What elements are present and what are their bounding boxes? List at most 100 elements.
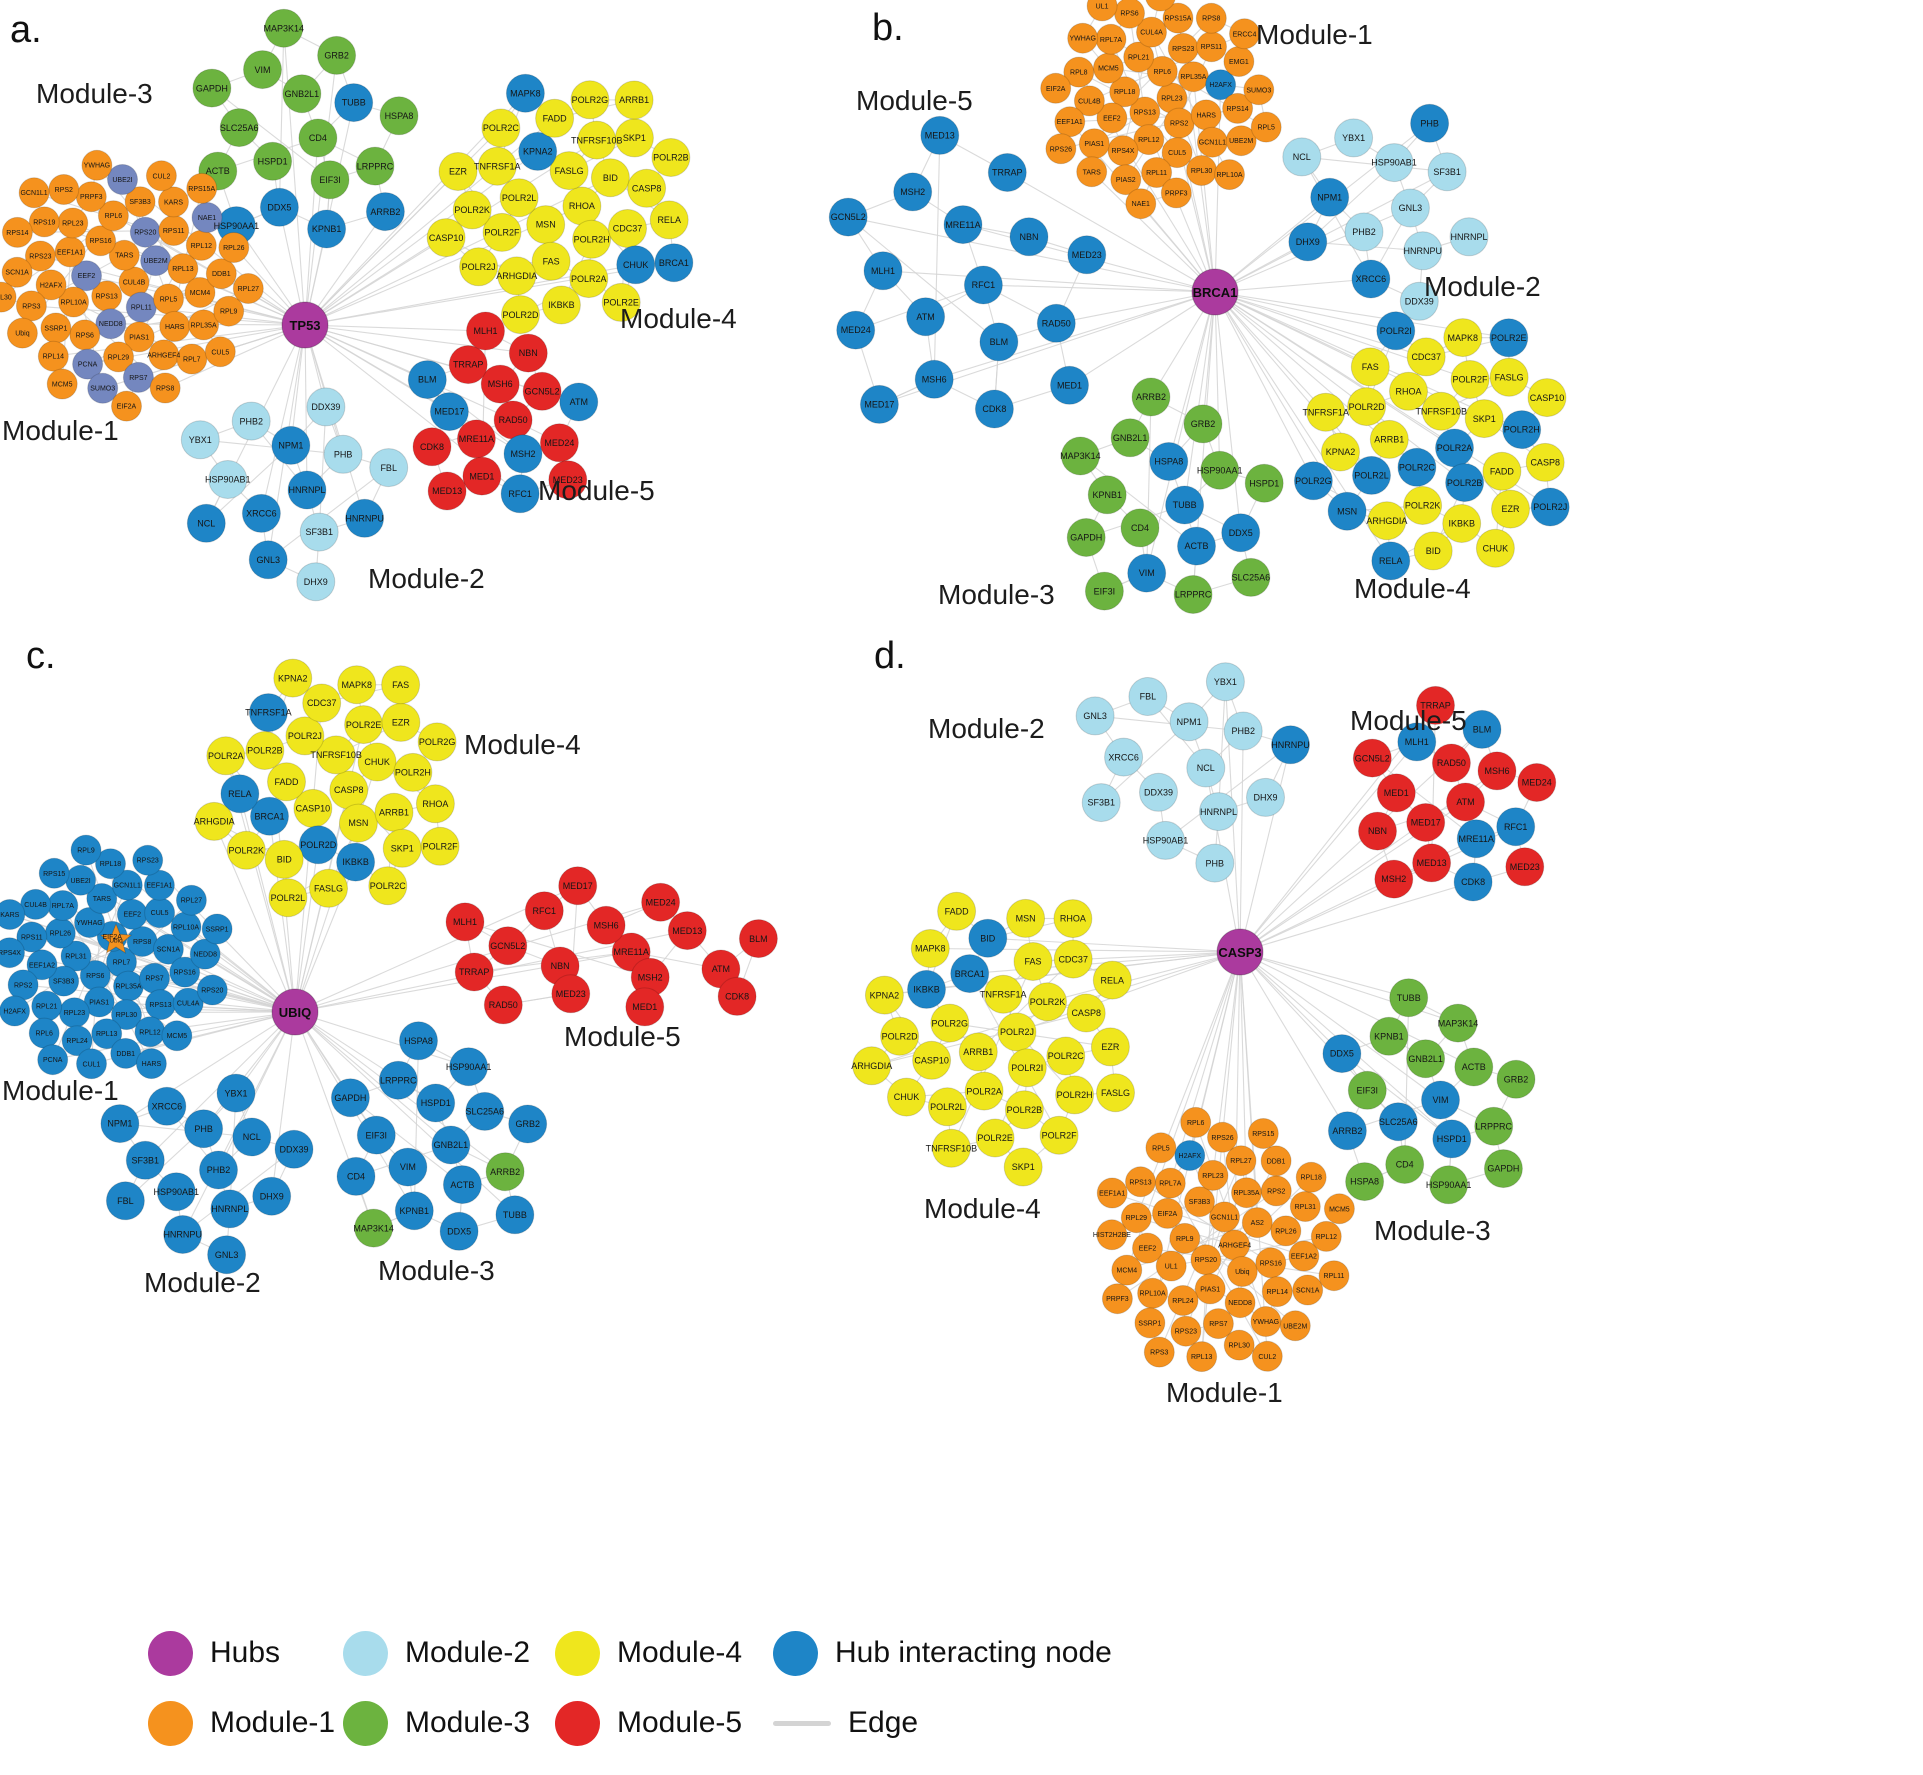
- node-dhx9[interactable]: [1288, 222, 1328, 262]
- node-rpl23[interactable]: [1197, 1159, 1229, 1191]
- node-rps2[interactable]: [48, 174, 80, 205]
- node-rhoa[interactable]: [415, 784, 455, 824]
- node-msn[interactable]: [1327, 491, 1367, 531]
- node-ybx1[interactable]: [216, 1073, 256, 1113]
- node-blm[interactable]: [407, 360, 447, 400]
- node-pias1[interactable]: [1194, 1273, 1226, 1305]
- node-gnb2l1[interactable]: [431, 1125, 471, 1165]
- node-rps15a[interactable]: [1162, 2, 1194, 34]
- node-ezr[interactable]: [1491, 489, 1530, 529]
- node-med24[interactable]: [1517, 763, 1557, 802]
- node-cd4[interactable]: [298, 118, 338, 158]
- node-ikbkb[interactable]: [907, 969, 946, 1009]
- node-slc25a6[interactable]: [219, 108, 259, 148]
- node-lrpprc[interactable]: [355, 146, 395, 186]
- node-rps4x[interactable]: [0, 937, 25, 969]
- node-npm1[interactable]: [1169, 702, 1209, 742]
- node-polr2c[interactable]: [1397, 447, 1437, 487]
- node-sf3b1[interactable]: [1427, 152, 1467, 192]
- node-tubb[interactable]: [334, 83, 374, 123]
- node-fas[interactable]: [1013, 942, 1053, 981]
- node-ikbkb[interactable]: [1442, 504, 1482, 543]
- node-ncl[interactable]: [1282, 137, 1322, 177]
- node-scn1a[interactable]: [152, 933, 184, 965]
- node-med13[interactable]: [1412, 843, 1452, 883]
- node-gcn5l2[interactable]: [522, 371, 562, 411]
- node-eif2a[interactable]: [1152, 1197, 1183, 1229]
- node-msh6[interactable]: [480, 364, 520, 404]
- node-map3k14[interactable]: [1438, 1003, 1478, 1043]
- node-ubiq-star[interactable]: [99, 922, 133, 954]
- node-hnrnpu[interactable]: [1403, 231, 1443, 271]
- node-hspd1[interactable]: [253, 141, 293, 181]
- node-fas[interactable]: [531, 241, 571, 281]
- node-grb2[interactable]: [508, 1104, 548, 1144]
- node-eef2[interactable]: [1096, 102, 1128, 134]
- node-bid[interactable]: [1413, 531, 1453, 571]
- node-npm1[interactable]: [100, 1104, 140, 1144]
- node-trrap[interactable]: [454, 952, 494, 992]
- node-msn[interactable]: [1006, 898, 1046, 938]
- node-hist2h2be[interactable]: [1096, 1219, 1128, 1251]
- node-sf3b1[interactable]: [125, 1140, 165, 1180]
- node-cdk8[interactable]: [717, 976, 757, 1016]
- node-mcm5[interactable]: [161, 1020, 193, 1052]
- node-grb2[interactable]: [317, 35, 357, 75]
- node-eif2a[interactable]: [111, 390, 142, 422]
- node-rpl11[interactable]: [1141, 157, 1173, 188]
- node-polr2k[interactable]: [226, 830, 266, 870]
- node-ddx39[interactable]: [306, 387, 346, 427]
- node-rpl26[interactable]: [1270, 1215, 1302, 1247]
- node-fas[interactable]: [1350, 347, 1390, 387]
- node-msh2[interactable]: [503, 434, 543, 474]
- node-rela[interactable]: [1371, 541, 1411, 581]
- node-msh6[interactable]: [586, 905, 626, 945]
- node-casp8[interactable]: [627, 168, 667, 208]
- node-cul4a[interactable]: [1136, 16, 1167, 48]
- node-polr2j[interactable]: [997, 1012, 1037, 1052]
- node-bid[interactable]: [590, 158, 630, 198]
- node-hspd1[interactable]: [1432, 1119, 1472, 1159]
- node-rpl31[interactable]: [60, 940, 92, 972]
- node-cdk8[interactable]: [412, 427, 452, 467]
- node-gcn1l1[interactable]: [1209, 1201, 1240, 1233]
- node-med17[interactable]: [1406, 803, 1446, 842]
- node-rps23[interactable]: [1170, 1315, 1202, 1347]
- node-chuk[interactable]: [1475, 528, 1515, 568]
- node-rpl6[interactable]: [1180, 1106, 1212, 1138]
- node-rpl18[interactable]: [95, 848, 126, 880]
- node-tnfrsf1a[interactable]: [983, 974, 1023, 1014]
- node-rpl27[interactable]: [1225, 1145, 1257, 1177]
- node-mapk8[interactable]: [1443, 318, 1483, 358]
- node-eif3i[interactable]: [310, 160, 350, 200]
- node-eef1a1[interactable]: [1096, 1177, 1128, 1209]
- node-kpnb1[interactable]: [394, 1191, 434, 1231]
- node-fadd[interactable]: [267, 762, 306, 802]
- node-cul2[interactable]: [145, 160, 177, 192]
- node-polr2k[interactable]: [1028, 982, 1067, 1022]
- node-sumo3[interactable]: [1243, 74, 1275, 106]
- node-rpl35a[interactable]: [188, 309, 220, 341]
- node-rpl29[interactable]: [103, 341, 134, 373]
- node-faslg[interactable]: [1096, 1073, 1135, 1113]
- node-rela[interactable]: [649, 200, 689, 240]
- node-phb[interactable]: [323, 434, 363, 474]
- hub-tp53[interactable]: [281, 301, 329, 349]
- node-arhgdia[interactable]: [1367, 501, 1407, 541]
- node-phb[interactable]: [1195, 843, 1235, 883]
- node-casp8[interactable]: [1525, 442, 1565, 482]
- node-med17[interactable]: [558, 866, 598, 906]
- node-rfc1[interactable]: [963, 265, 1003, 305]
- node-ywhag[interactable]: [81, 149, 113, 181]
- node-casp10[interactable]: [912, 1040, 952, 1080]
- node-lrpprc[interactable]: [1474, 1106, 1514, 1146]
- node-fadd[interactable]: [535, 98, 575, 138]
- node-kpnb1[interactable]: [1087, 475, 1127, 515]
- node-polr2j[interactable]: [1530, 487, 1570, 527]
- node-hnrnpu[interactable]: [1271, 725, 1310, 765]
- node-arhgdia[interactable]: [194, 801, 234, 841]
- node-ssrp1[interactable]: [201, 913, 233, 945]
- node-tnfrsf10b[interactable]: [316, 735, 356, 775]
- node-med23[interactable]: [1067, 235, 1107, 275]
- node-rpl9[interactable]: [213, 295, 245, 327]
